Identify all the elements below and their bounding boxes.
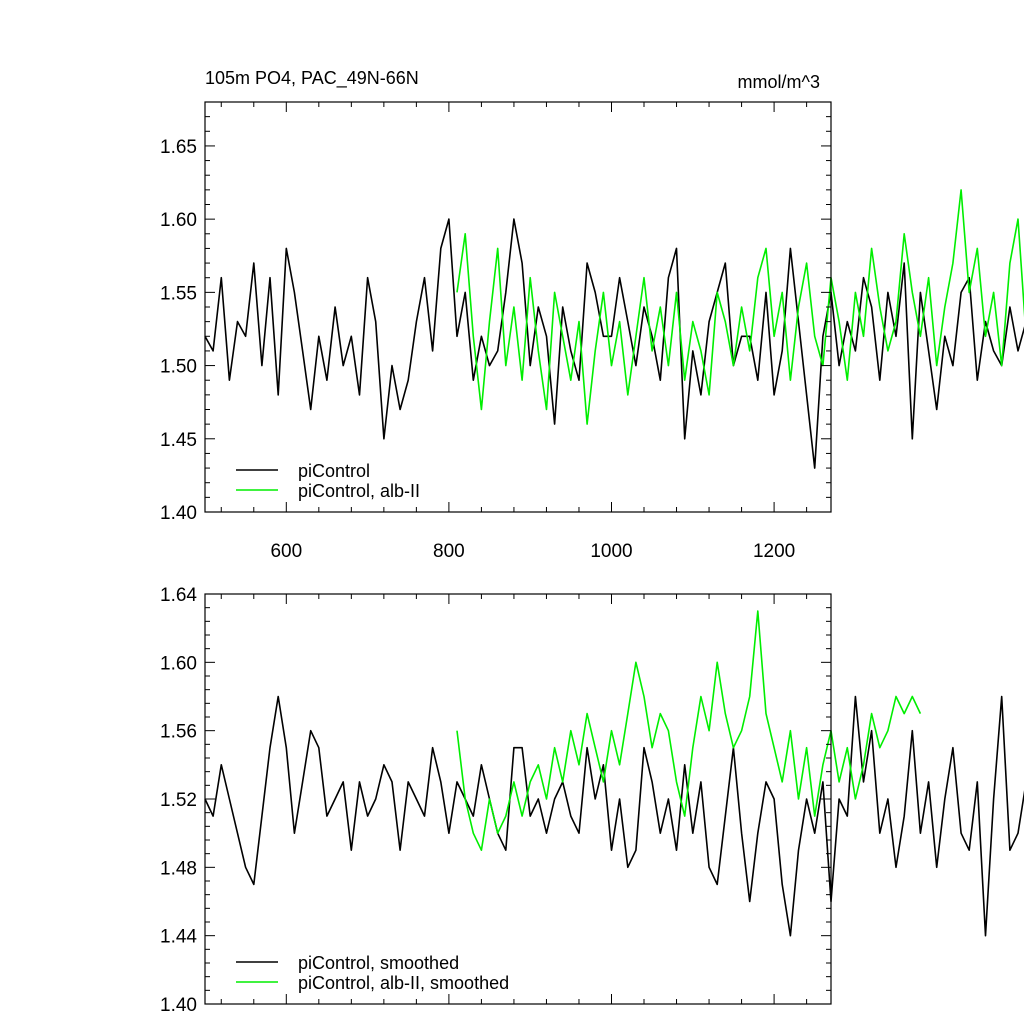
- y-tick-label: 1.64: [160, 585, 197, 606]
- legend-label: piControl: [298, 461, 370, 481]
- plot-frame: [204, 101, 832, 513]
- series-line-picontrol-alb-ii: [456, 189, 1024, 425]
- y-tick-label: 1.65: [160, 137, 197, 158]
- y-tick-label: 1.50: [160, 357, 197, 378]
- y-tick-label: 1.55: [160, 283, 197, 304]
- y-tick-label: 1.60: [160, 210, 197, 231]
- legend-label: piControl, alb-II, smoothed: [298, 973, 509, 993]
- legend-label: piControl, smoothed: [298, 953, 459, 973]
- x-tick-label: 600: [270, 541, 302, 562]
- series-line-picontrol: [204, 218, 1024, 469]
- y-tick-label: 1.60: [160, 653, 197, 674]
- y-tick-label: 1.56: [160, 722, 197, 743]
- legend-label: piControl, alb-II: [298, 481, 420, 501]
- y-tick-label: 1.52: [160, 790, 197, 811]
- bottom-panel: 1.40 1.44 1.48 1.52 1.56 1.60 1.64 piControl, s…: [160, 585, 1024, 1016]
- chart-title: 105m PO4, PAC_49N-66N: [205, 68, 419, 89]
- x-tick-label: 1000: [590, 541, 632, 562]
- units-label: mmol/m^3: [738, 72, 820, 92]
- series-line-picontrol: [204, 695, 1024, 937]
- top-panel: 1.40 1.45 1.50 1.55 1.60 1.65 600 800 1000 1200 pi…: [160, 101, 1024, 562]
- series-line-picontrol-alb-ii: [456, 610, 922, 852]
- x-tick-label: 1200: [753, 541, 795, 562]
- y-tick-label: 1.45: [160, 430, 197, 451]
- y-tick-label: 1.48: [160, 858, 197, 879]
- y-tick-label: 1.44: [160, 927, 197, 948]
- x-tick-label: 800: [433, 541, 465, 562]
- y-tick-label: 1.40: [160, 503, 197, 524]
- y-tick-label: 1.40: [160, 995, 197, 1016]
